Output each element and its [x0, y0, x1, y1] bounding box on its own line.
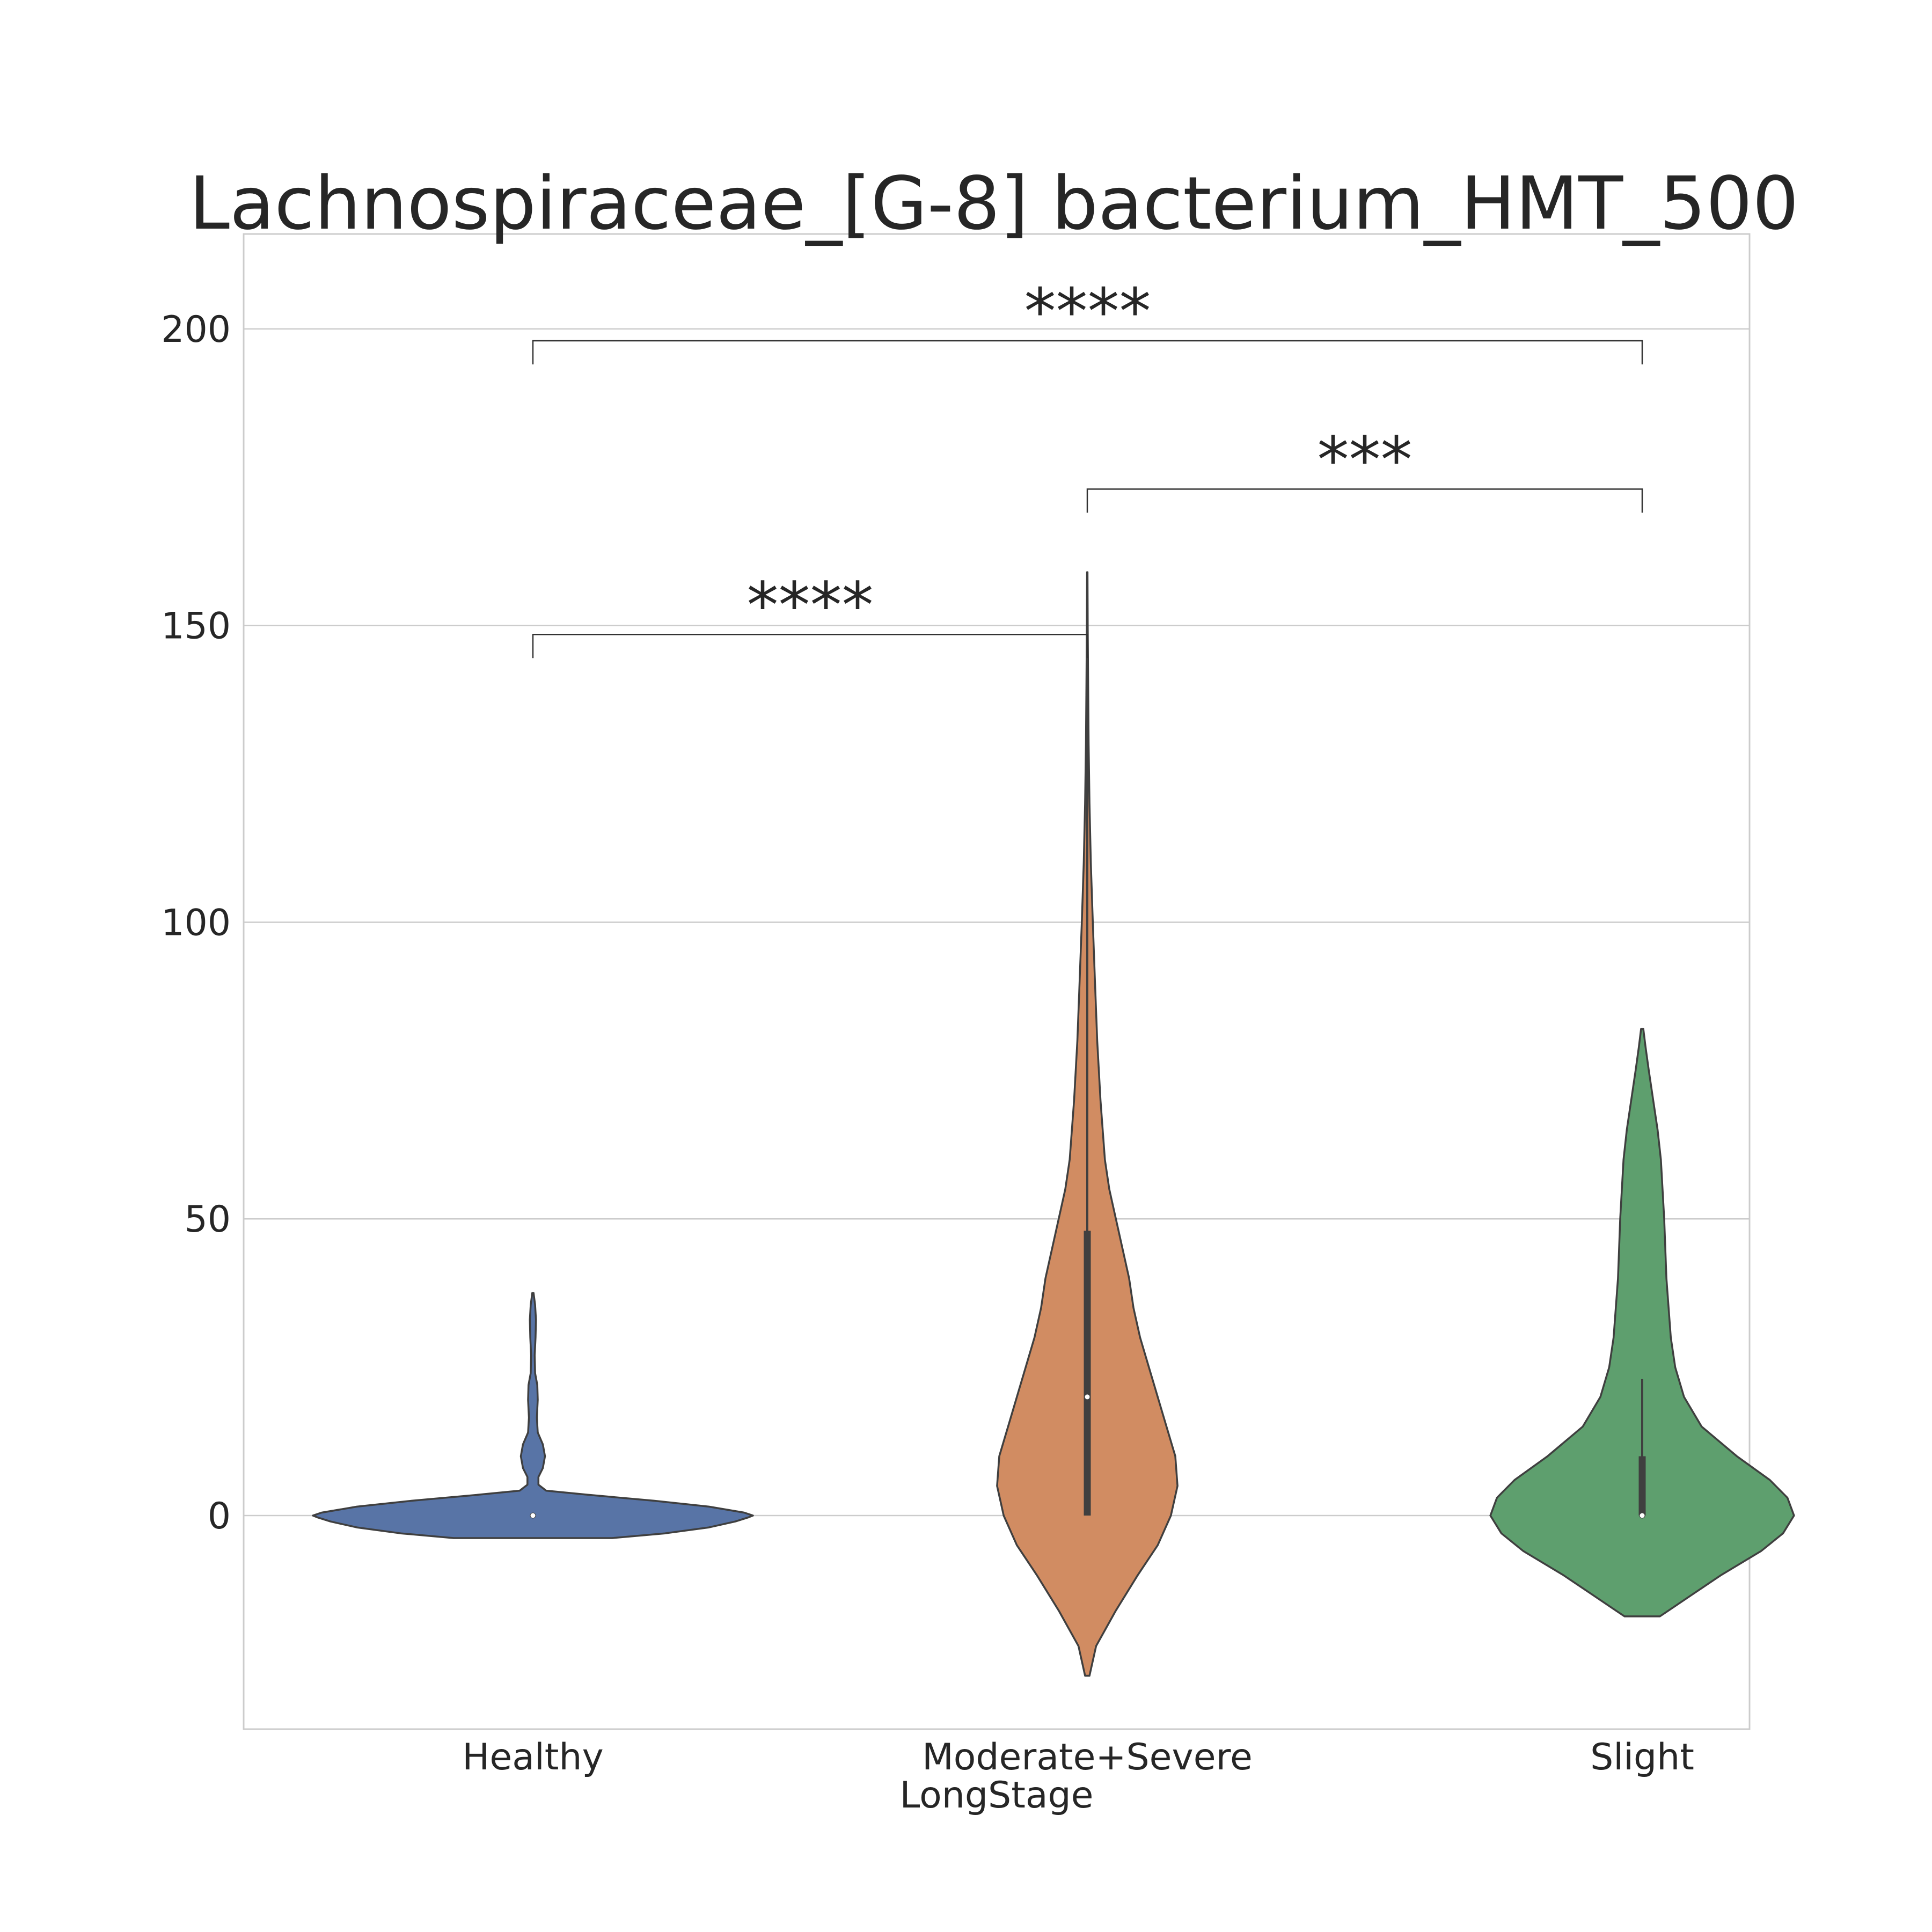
y-tick-label: 100 [161, 902, 231, 944]
x-tick-label: Moderate+Severe [922, 1736, 1253, 1779]
violin-body [312, 1292, 754, 1539]
significance-label: **** [1024, 274, 1151, 348]
x-tick-label: Healthy [462, 1736, 604, 1779]
y-tick-label: 50 [184, 1198, 231, 1241]
x-tick-label: Slight [1590, 1736, 1694, 1779]
x-tick-labels: Healthy Moderate+Severe Slight [462, 1736, 1694, 1779]
significance-bracket [1086, 488, 1643, 513]
x-axis-label: LongStage [899, 1774, 1093, 1817]
violin-median-point [1639, 1512, 1645, 1519]
violin-median-point [530, 1512, 536, 1519]
significance-bracket [532, 634, 1088, 658]
violins [312, 571, 1795, 1677]
violin-body [1489, 1028, 1795, 1618]
significance-label: **** [747, 568, 874, 642]
y-tick-label: 200 [161, 309, 231, 351]
y-tick-labels: 0 50 100 150 200 [161, 309, 231, 1538]
plot-frame [243, 233, 1751, 1730]
significance-label: *** [1318, 422, 1413, 496]
significance-brackets: *********** [532, 274, 1643, 658]
significance-bracket [532, 340, 1643, 364]
y-tick-label: 0 [208, 1495, 231, 1538]
violin-median-point [1084, 1394, 1091, 1400]
y-tick-label: 150 [161, 605, 231, 648]
chart-title: Lachnospiraceae_[G-8] bacterium_HMT_500 [189, 162, 1799, 246]
